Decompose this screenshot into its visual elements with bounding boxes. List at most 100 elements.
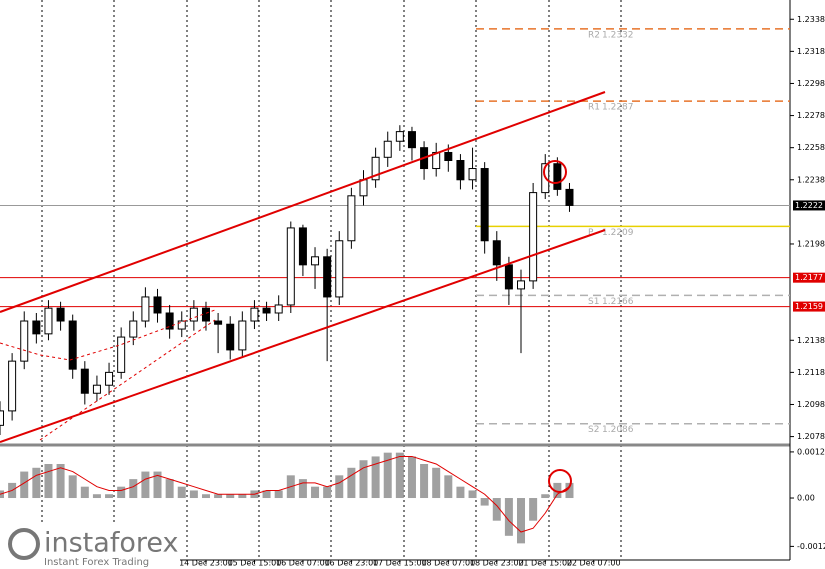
candle-body <box>80 368 89 394</box>
histogram-bar <box>177 486 186 499</box>
ma-curve <box>0 309 216 361</box>
y-tick-label: 0.00122 <box>797 447 825 456</box>
candle-body <box>468 168 477 181</box>
histogram-bar <box>153 471 162 499</box>
histogram-bar <box>468 490 477 499</box>
highlight-circle <box>548 469 572 493</box>
channel-lower <box>0 229 606 443</box>
pivot-value: 1.2332 <box>602 30 634 40</box>
y-tick-label: 1.2298 <box>797 79 825 88</box>
histogram-bar <box>165 479 174 499</box>
candle-body <box>20 320 29 362</box>
pivot-name: R1 <box>588 103 600 113</box>
histogram-bar <box>529 498 538 521</box>
candle-body <box>565 188 574 206</box>
histogram-bar <box>541 494 550 499</box>
candle-body <box>504 264 513 290</box>
candle-body <box>359 179 368 197</box>
candle-body <box>395 131 404 142</box>
candle-body <box>105 371 114 386</box>
histogram-bar <box>492 498 501 521</box>
candle-body <box>92 384 101 394</box>
inner-channel <box>39 319 216 441</box>
candle-body <box>214 320 223 325</box>
candle-body <box>323 256 332 298</box>
plot-layer: 1.2338 1.2318 1.2298 1.2278 1.2258 1.2238 1.21… <box>0 15 825 568</box>
histogram-bar <box>68 475 77 499</box>
pivot-value: 1.2287 <box>602 103 634 113</box>
candle-body <box>177 320 186 330</box>
price-label-bg <box>793 272 825 283</box>
histogram-bar <box>262 490 271 499</box>
candle-body <box>165 312 174 330</box>
x-tick-label: 16 Dec 23:00 <box>324 559 378 568</box>
histogram-bar <box>20 471 29 499</box>
histogram-bar <box>504 498 513 536</box>
candle-body <box>298 227 307 266</box>
candle-body <box>238 320 247 351</box>
candle-body <box>383 140 392 158</box>
pivot-value: 1.2209 <box>602 228 634 238</box>
histogram-bar <box>298 479 307 499</box>
histogram-bar <box>214 494 223 499</box>
logo-icon <box>8 528 40 560</box>
candle-body <box>153 296 162 314</box>
y-tick-label: 1.2238 <box>797 175 825 184</box>
price-label: 1.2222 <box>795 201 823 210</box>
price-label-bg <box>793 301 825 312</box>
y-tick-label: 1.2198 <box>797 239 825 248</box>
pivot-name: S2 <box>588 425 599 435</box>
candle-body <box>529 192 538 282</box>
highlight-circle <box>543 160 567 184</box>
x-tick-label: 16 Dec 07:00 <box>276 559 330 568</box>
histogram-bar <box>517 498 526 544</box>
candle-body <box>444 151 453 162</box>
histogram-bar <box>383 452 392 499</box>
candle-body <box>311 256 320 266</box>
candle-body <box>286 227 295 306</box>
histogram-bar <box>92 494 101 499</box>
candle-body <box>201 307 210 322</box>
histogram-bar <box>407 456 416 499</box>
histogram-bar <box>565 482 574 499</box>
histogram-bar <box>395 452 404 499</box>
histogram-bar <box>335 475 344 499</box>
candle-body <box>456 160 465 181</box>
candle-body <box>117 336 126 373</box>
logo-name: instaforex <box>44 528 178 559</box>
candle-body <box>0 410 4 426</box>
histogram-bar <box>371 456 380 499</box>
x-tick-label: 18 Dec 07:00 <box>421 559 475 568</box>
x-tick-label: 15 Dec 15:00 <box>228 559 282 568</box>
y-tick-label: 1.2078 <box>797 432 825 441</box>
pivot-value: 1.2166 <box>602 297 634 307</box>
candle-body <box>480 168 489 242</box>
histogram-bar <box>420 464 429 499</box>
candle-body <box>371 156 380 181</box>
histogram-bar <box>129 479 138 499</box>
candle-body <box>407 131 416 149</box>
candle-body <box>8 360 17 412</box>
day-separators <box>41 0 622 560</box>
histogram-bar <box>553 482 562 499</box>
candle-body <box>226 323 235 351</box>
histogram-bar <box>323 486 332 499</box>
histogram-bar <box>359 460 368 499</box>
price-label-bg <box>793 200 825 211</box>
histogram-bar <box>311 486 320 499</box>
histogram-bar <box>274 490 283 499</box>
pivot-name: P <box>588 228 594 238</box>
histogram-bar <box>0 490 4 499</box>
candle-body <box>56 307 65 322</box>
x-tick-label: 18 Dec 23:00 <box>470 559 524 568</box>
histogram-bar <box>444 475 453 499</box>
candle-body <box>141 296 150 322</box>
logo-tagline: Instant Forex Trading <box>44 557 149 568</box>
histogram-bar <box>480 498 489 506</box>
candle-body <box>189 307 198 322</box>
y-tick-label: 1.2278 <box>797 111 825 120</box>
x-tick-label: 21 Dec 15:00 <box>518 559 572 568</box>
histogram-bar <box>44 464 53 499</box>
histogram-bar <box>141 471 150 499</box>
